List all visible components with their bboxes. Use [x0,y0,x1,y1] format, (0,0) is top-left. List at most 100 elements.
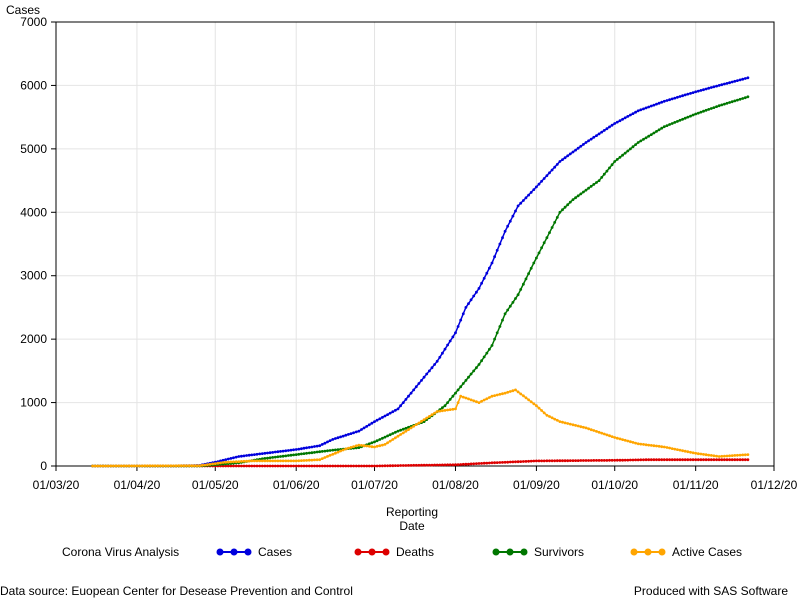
data-point-active-cases [219,461,222,465]
data-point-active-cases [177,464,181,468]
data-point-cases [279,450,282,453]
data-point-active-cases [292,459,295,463]
data-point-deaths [660,458,664,462]
data-point-deaths [315,464,319,468]
data-point-survivors [511,301,515,304]
data-point-deaths [224,464,228,468]
data-point-survivors [480,359,483,363]
data-point-deaths [367,464,371,468]
data-point-survivors [300,452,303,456]
data-point-active-cases [501,392,504,396]
data-point-deaths [383,464,387,468]
data-point-cases [268,451,272,455]
line-chart: 0 1000 2000 3000 4000 5000 6000 7000 01/03/20 01/… [6,3,798,530]
x-axis-title-line2: Date [399,519,425,530]
data-point-cases [589,137,593,141]
data-point-active-cases [597,430,601,434]
data-point-deaths [519,460,523,463]
data-point-deaths [253,464,256,468]
data-point-deaths [472,462,476,466]
data-point-cases [649,104,653,108]
data-point-active-cases [495,393,499,397]
data-point-cases [738,78,742,82]
data-point-survivors [702,109,705,113]
data-point-deaths [681,458,684,462]
data-point-deaths [469,462,473,466]
data-point-active-cases [446,408,449,412]
data-point-deaths [341,464,345,468]
data-point-cases [600,130,604,134]
data-point-active-cases [561,420,564,424]
data-point-active-cases [433,411,436,415]
data-point-cases [506,224,510,228]
series-line-active-cases [92,389,748,467]
data-point-survivors [501,318,504,322]
data-point-cases [733,79,737,83]
data-point-active-cases [279,459,282,463]
data-point-active-cases [441,409,444,413]
data-point-cases [579,144,583,148]
data-point-cases [320,443,324,446]
data-point-active-cases [668,446,671,450]
data-point-cases [307,446,311,449]
data-point-deaths [273,464,277,468]
data-point-cases [454,331,457,335]
data-point-cases [461,312,465,316]
data-point-active-cases [730,454,734,457]
y-axis-title: Cases [6,3,40,17]
data-point-deaths [501,461,504,464]
data-point-deaths [668,458,671,462]
data-point-deaths [401,464,405,467]
data-point-deaths [615,458,619,462]
data-point-survivors [610,163,614,167]
data-point-survivors [284,454,288,458]
data-point-survivors [555,216,559,219]
data-point-deaths [480,462,483,465]
data-point-deaths [699,458,703,462]
data-point-survivors [582,190,585,194]
data-point-survivors [657,128,661,132]
data-point-cases [670,97,674,101]
data-point-deaths [532,459,536,463]
data-point-active-cases [221,461,225,464]
data-point-survivors [503,312,507,316]
data-point-deaths [292,464,295,468]
data-point-active-cases [247,459,251,463]
data-point-active-cases [425,416,429,420]
data-point-cases [373,420,376,423]
data-point-cases [720,83,724,87]
data-point-cases [294,448,298,451]
data-point-active-cases [461,395,465,399]
data-point-deaths [561,459,564,463]
data-point-survivors [529,266,533,270]
data-point-deaths [475,462,478,465]
data-point-survivors [477,363,481,366]
data-point-deaths [613,458,617,462]
data-point-survivors [326,449,329,453]
data-point-deaths [558,459,562,463]
data-point-deaths [621,458,624,462]
data-point-active-cases [213,462,217,465]
data-point-deaths [506,460,510,464]
data-point-cases [615,120,619,124]
data-point-deaths [456,463,460,466]
data-point-active-cases [576,424,580,428]
legend-label-deaths: Deaths [396,545,435,559]
data-point-survivors [743,96,747,100]
data-point-cases [743,77,747,80]
data-point-cases [704,87,708,91]
data-point-cases [441,351,444,355]
data-point-survivors [649,133,653,137]
data-point-cases [501,236,504,240]
data-point-deaths [328,464,332,468]
data-point-active-cases [99,464,102,468]
data-point-survivors [691,113,695,117]
data-point-deaths [263,464,267,468]
data-point-cases [626,115,630,118]
data-point-active-cases [362,444,366,448]
data-point-cases [289,448,293,452]
data-point-active-cases [391,438,395,441]
data-point-active-cases [589,428,593,432]
data-point-active-cases [258,459,262,463]
data-point-active-cases [503,391,507,395]
